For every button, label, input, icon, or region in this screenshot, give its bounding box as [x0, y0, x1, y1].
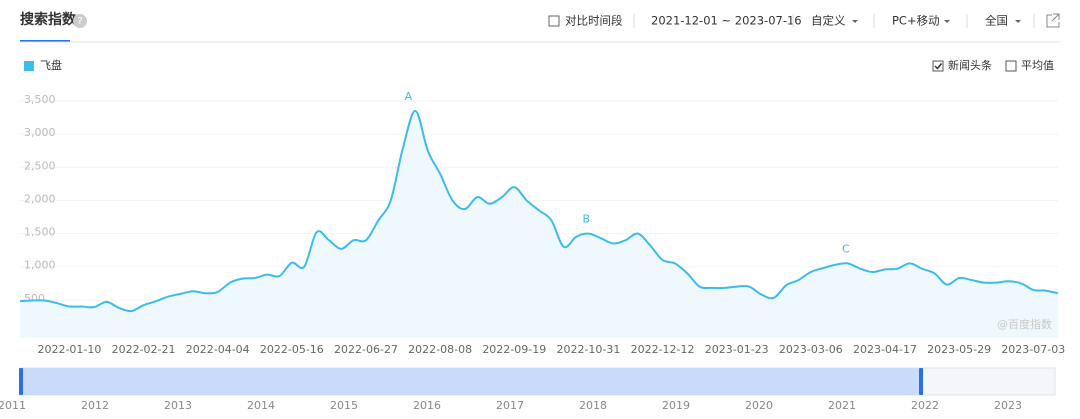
help-mark: ? [77, 16, 82, 27]
watermark: @百度指数 [997, 317, 1052, 331]
option-checkbox[interactable] [1005, 60, 1017, 72]
navigator-year: 2020 [745, 399, 773, 412]
x-tick-label: 2023-01-23 [705, 343, 769, 356]
option-label: 平均值 [1021, 59, 1054, 72]
x-tick-label: 2022-06-27 [334, 343, 398, 356]
device-select[interactable]: PC+移动 [892, 14, 940, 28]
y-tick-label: 1,000 [24, 259, 56, 272]
x-tick-label: 2022-01-10 [37, 343, 101, 356]
tab-underline [20, 40, 70, 42]
area [20, 110, 1058, 338]
compare-checkbox[interactable] [548, 15, 560, 27]
caret [1015, 20, 1021, 23]
x-tick-label: 2022-10-31 [556, 343, 620, 356]
y-tick-label: 2,000 [24, 192, 56, 205]
navigator-year: 2022 [911, 399, 939, 412]
legend-label: 飞盘 [40, 58, 62, 72]
navigator-year: 2011 [0, 399, 26, 412]
caret [852, 20, 858, 23]
navigator-year: 2013 [164, 399, 192, 412]
annotation: A [405, 90, 413, 103]
navigator-year: 2017 [496, 399, 524, 412]
export-icon[interactable] [1046, 13, 1060, 28]
navigator-year: 2014 [247, 399, 275, 412]
navigator-year: 2021 [828, 399, 856, 412]
x-tick-label: 2022-02-21 [112, 343, 176, 356]
navigator-year: 2019 [662, 399, 690, 412]
navigator-selection[interactable] [21, 368, 921, 395]
y-tick-label: 2,500 [24, 159, 56, 172]
x-tick-label: 2022-05-16 [260, 343, 324, 356]
x-tick-label: 2023-03-06 [779, 343, 843, 356]
navigator-handle[interactable] [19, 368, 23, 395]
navigator-year: 2023 [994, 399, 1022, 412]
x-tick-label: 2023-07-03 [1001, 343, 1065, 356]
line [19, 109, 1059, 313]
legend-swatch [24, 61, 34, 71]
navigator-year: 2015 [330, 399, 358, 412]
x-tick-label: 2023-05-29 [927, 343, 991, 356]
y-tick-label: 3,500 [24, 93, 56, 106]
annotation: B [583, 213, 591, 226]
annotation: C [842, 242, 850, 255]
option-label: 新闻头条 [948, 58, 992, 72]
navigator-year: 2018 [579, 399, 607, 412]
y-tick-label: 3,000 [24, 126, 56, 139]
y-tick-label: 1,500 [24, 226, 56, 239]
navigator-year: 2016 [413, 399, 441, 412]
x-tick-label: 2022-04-04 [186, 343, 250, 356]
date-range[interactable]: 2021-12-01 ~ 2023-07-16 [651, 14, 802, 28]
caret [944, 20, 950, 23]
navigator-handle[interactable] [919, 368, 923, 395]
navigator-year: 2012 [81, 399, 109, 412]
x-tick-label: 2022-09-19 [482, 343, 546, 356]
tab-title[interactable]: 搜索指数 [20, 11, 77, 28]
custom-select[interactable]: 自定义 [811, 14, 846, 28]
help-icon[interactable] [73, 14, 87, 28]
option-checkbox[interactable] [932, 60, 944, 72]
region-select[interactable]: 全国 [985, 14, 1008, 28]
x-tick-label: 2022-08-08 [408, 343, 472, 356]
x-tick-label: 2023-04-17 [853, 343, 917, 356]
x-tick-label: 2022-12-12 [631, 343, 695, 356]
checkmark [934, 63, 943, 70]
compare-label[interactable]: 对比时间段 [565, 14, 623, 28]
